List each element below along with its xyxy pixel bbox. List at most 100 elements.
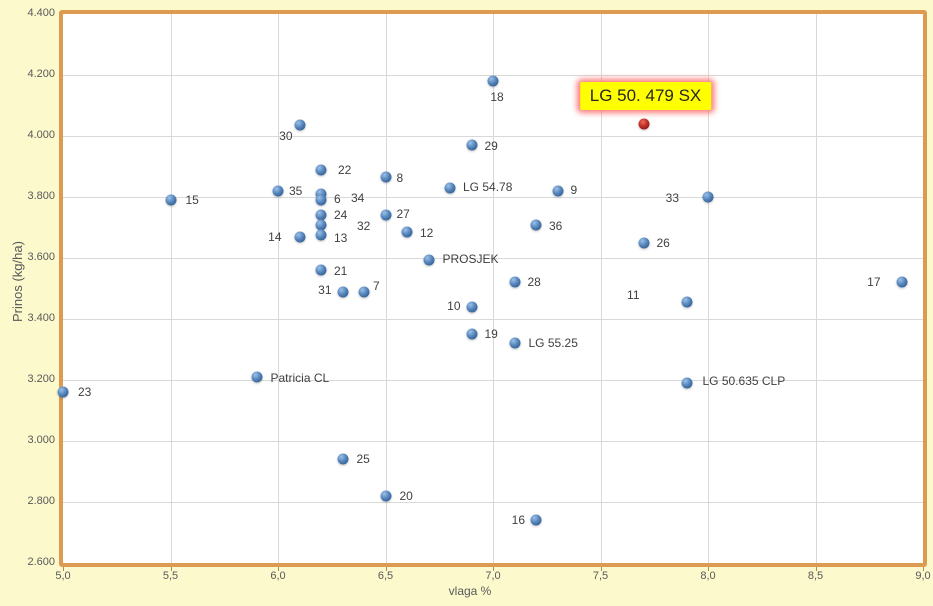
x-axis-tick-mark bbox=[170, 567, 172, 571]
data-point-label: 25 bbox=[356, 452, 370, 467]
gridline-vertical bbox=[493, 14, 494, 563]
x-axis-tick-mark bbox=[385, 567, 387, 571]
data-point[interactable] bbox=[466, 301, 477, 313]
data-point[interactable] bbox=[315, 194, 327, 206]
x-axis-tick-mark bbox=[708, 567, 709, 571]
data-point[interactable] bbox=[509, 276, 520, 288]
data-point[interactable] bbox=[315, 264, 327, 276]
data-point[interactable] bbox=[681, 377, 692, 389]
data-point-label: 15 bbox=[185, 193, 199, 208]
data-point[interactable] bbox=[315, 209, 327, 221]
gridline-vertical bbox=[600, 14, 602, 563]
data-point[interactable] bbox=[681, 296, 692, 308]
data-point[interactable] bbox=[530, 514, 542, 526]
data-point-label: 28 bbox=[527, 275, 541, 290]
data-point[interactable] bbox=[165, 194, 176, 206]
y-axis-tick-label: 4.200 bbox=[27, 68, 55, 80]
x-axis-tick-label: 6,5 bbox=[377, 570, 394, 582]
data-point-label: 24 bbox=[334, 208, 348, 223]
gridline-vertical bbox=[815, 14, 817, 563]
data-point[interactable] bbox=[466, 328, 477, 340]
data-point-label: 23 bbox=[78, 385, 92, 400]
data-point[interactable] bbox=[444, 182, 456, 194]
gridline-vertical bbox=[170, 14, 172, 563]
data-point[interactable] bbox=[423, 254, 434, 265]
data-point-label: 11 bbox=[627, 288, 640, 303]
data-point-label: 17 bbox=[867, 275, 881, 290]
x-axis-tick-label: 8,0 bbox=[700, 570, 716, 582]
highlight-callout[interactable]: LG 50. 479 SX bbox=[579, 81, 712, 110]
data-point-label: 34 bbox=[351, 191, 365, 206]
highlight-data-point[interactable] bbox=[638, 118, 649, 130]
data-point-label: Patricia CL bbox=[270, 370, 330, 385]
x-axis-title: vlaga % bbox=[448, 584, 492, 598]
data-point-label: 9 bbox=[570, 182, 578, 197]
data-point-label: 29 bbox=[484, 139, 498, 154]
x-axis-tick-mark bbox=[600, 567, 602, 571]
data-point[interactable] bbox=[337, 453, 348, 465]
data-point[interactable] bbox=[380, 209, 391, 221]
data-point-label: 13 bbox=[334, 231, 348, 246]
data-point-label: 18 bbox=[490, 90, 504, 105]
data-point-label: LG 55.25 bbox=[528, 336, 578, 351]
x-axis-tick-mark bbox=[815, 567, 817, 571]
data-point-label: 20 bbox=[399, 488, 413, 503]
data-point-label: 21 bbox=[334, 264, 348, 279]
data-point[interactable] bbox=[401, 226, 413, 238]
data-point[interactable] bbox=[358, 286, 370, 298]
y-axis-tick-label: 3.000 bbox=[27, 434, 55, 446]
data-point-label: 7 bbox=[373, 278, 380, 293]
data-point-label: 33 bbox=[665, 191, 679, 205]
y-axis-tick-label: 4.400 bbox=[27, 7, 55, 19]
data-point[interactable] bbox=[272, 185, 284, 197]
data-point[interactable] bbox=[509, 337, 520, 349]
data-point[interactable] bbox=[315, 188, 327, 200]
data-point-label: 22 bbox=[338, 162, 352, 177]
data-point[interactable] bbox=[638, 237, 649, 249]
x-axis-tick-label: 7,5 bbox=[592, 570, 609, 582]
data-point[interactable] bbox=[251, 371, 262, 383]
x-axis-tick-mark bbox=[923, 567, 924, 571]
x-axis-tick-label: 5,0 bbox=[55, 570, 71, 582]
data-point[interactable] bbox=[315, 219, 327, 230]
y-axis-tick-label: 3.600 bbox=[27, 251, 55, 263]
data-point[interactable] bbox=[337, 286, 348, 298]
gridline-vertical bbox=[278, 14, 279, 563]
data-point[interactable] bbox=[380, 490, 391, 502]
data-point-label: 8 bbox=[396, 171, 404, 186]
y-axis-tick-label: 2.800 bbox=[27, 495, 55, 507]
y-axis-tick-label: 3.400 bbox=[27, 312, 55, 324]
x-axis-tick-label: 7,0 bbox=[485, 570, 501, 582]
data-point[interactable] bbox=[530, 219, 542, 230]
data-point[interactable] bbox=[294, 231, 305, 243]
y-axis-tick-label: 3.800 bbox=[27, 190, 55, 202]
data-point-label: 35 bbox=[289, 183, 303, 198]
gridline-vertical bbox=[385, 14, 387, 563]
data-point-label: 16 bbox=[511, 513, 525, 528]
data-point-label: LG 54.78 bbox=[463, 179, 513, 194]
x-axis-tick-mark bbox=[493, 567, 494, 571]
y-axis-tick-label: 4.000 bbox=[27, 129, 55, 141]
data-point-label: LG 50.635 CLP bbox=[702, 374, 786, 389]
data-point[interactable] bbox=[380, 171, 391, 183]
data-point-label: PROSJEK bbox=[442, 251, 499, 266]
data-point[interactable] bbox=[552, 185, 563, 197]
data-point[interactable] bbox=[294, 119, 305, 131]
data-point-label: 32 bbox=[357, 218, 371, 233]
data-point[interactable] bbox=[896, 276, 907, 288]
data-point[interactable] bbox=[466, 139, 477, 151]
data-point[interactable] bbox=[702, 191, 714, 203]
data-point-label: 10 bbox=[447, 298, 461, 313]
data-point[interactable] bbox=[57, 386, 69, 398]
data-point-label: 6 bbox=[334, 191, 341, 206]
gridline-vertical bbox=[708, 14, 709, 563]
data-point[interactable] bbox=[487, 75, 499, 87]
data-point-label: 31 bbox=[318, 282, 332, 297]
data-point-label: 27 bbox=[396, 207, 410, 222]
y-axis-tick-label: 3.200 bbox=[27, 373, 55, 385]
data-point-label: 14 bbox=[268, 229, 282, 244]
data-point[interactable] bbox=[315, 164, 327, 175]
data-point[interactable] bbox=[315, 229, 327, 241]
data-point-label: 19 bbox=[484, 327, 498, 342]
